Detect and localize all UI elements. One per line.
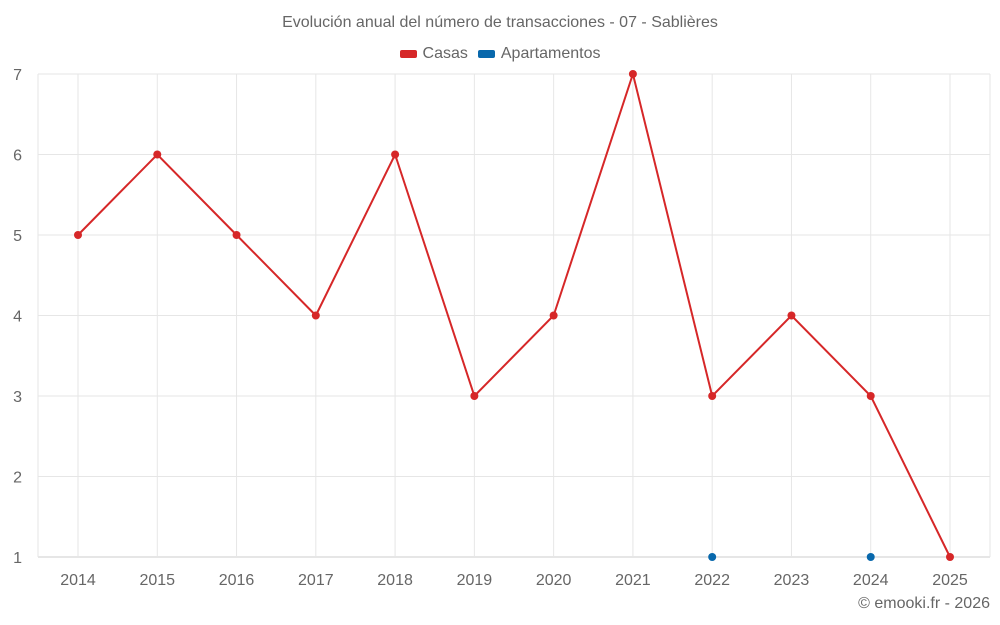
legend-label-apartamentos: Apartamentos — [500, 45, 601, 62]
x-tick-label: 2017 — [298, 572, 334, 589]
legend-swatch-casas — [399, 50, 417, 58]
x-tick-label: 2023 — [774, 572, 810, 589]
data-point-casas[interactable] — [628, 70, 637, 78]
x-tick-label: 2016 — [219, 572, 255, 589]
data-point-casas[interactable] — [787, 311, 796, 320]
series-line-casas — [77, 70, 951, 558]
x-tick-label: 2022 — [694, 572, 730, 589]
x-tick-label: 2024 — [853, 572, 889, 589]
data-point-casas[interactable] — [549, 311, 558, 320]
y-tick-label: 6 — [13, 148, 22, 165]
data-point-apartamentos[interactable] — [866, 553, 875, 561]
y-tick-label: 2 — [13, 470, 22, 487]
y-tick-label: 4 — [13, 309, 22, 326]
data-point-casas[interactable] — [866, 392, 875, 400]
x-tick-label: 2014 — [60, 572, 96, 589]
y-tick-label: 5 — [13, 228, 22, 245]
data-point-casas[interactable] — [470, 392, 479, 400]
data-point-casas[interactable] — [74, 231, 82, 239]
x-tick-label: 2018 — [377, 572, 413, 589]
data-point-apartamentos[interactable] — [708, 553, 717, 561]
x-tick-label: 2020 — [536, 572, 572, 589]
y-tick-label: 1 — [13, 550, 22, 567]
x-tick-label: 2025 — [932, 572, 968, 589]
credit-text: © emooki.fr - 2026 — [858, 595, 990, 612]
data-point-casas[interactable] — [232, 231, 241, 239]
y-tick-label: 3 — [13, 389, 22, 406]
legend-label-casas: Casas — [422, 45, 468, 62]
legend-item-apartamentos[interactable]: Apartamentos — [477, 45, 601, 63]
data-point-casas[interactable] — [311, 311, 320, 320]
x-tick-label: 2015 — [139, 572, 175, 589]
legend-item-casas[interactable]: Casas — [399, 45, 468, 63]
y-tick-label: 7 — [13, 67, 22, 84]
x-tick-label: 2021 — [615, 572, 651, 589]
legend-swatch-apartamentos — [477, 50, 495, 58]
data-point-casas[interactable] — [153, 150, 162, 159]
data-point-casas[interactable] — [946, 553, 954, 561]
data-point-casas[interactable] — [391, 150, 400, 159]
chart-title: Evolución anual del número de transaccio… — [282, 14, 718, 31]
data-point-casas[interactable] — [708, 392, 717, 400]
chart-legend: Casas Apartamentos — [0, 45, 1000, 63]
x-tick-label: 2019 — [457, 572, 493, 589]
